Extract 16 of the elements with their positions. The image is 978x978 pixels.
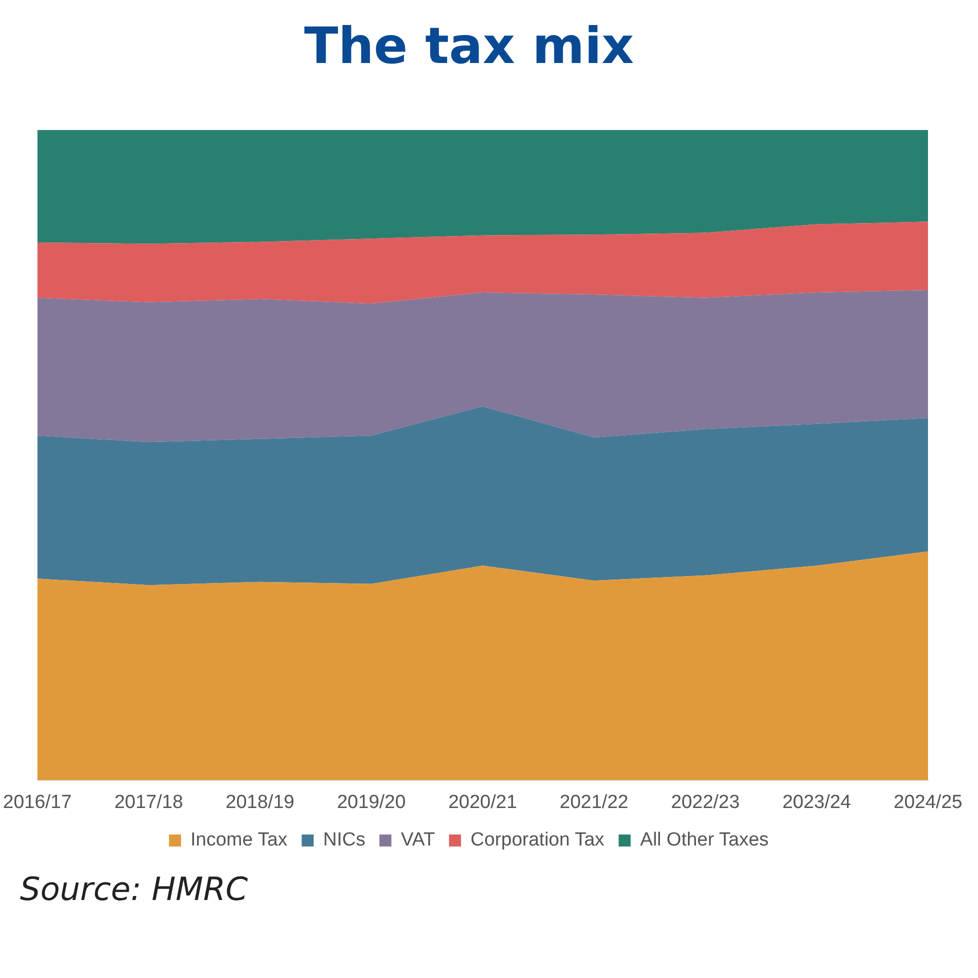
x-tick-label: 2019/20 xyxy=(336,792,406,813)
x-tick-label: 2018/19 xyxy=(226,792,294,813)
source-note: Source: HMRC xyxy=(19,869,249,910)
chart-title: The tax mix xyxy=(304,16,634,75)
legend-label: Income Tax xyxy=(190,830,288,851)
legend-label: NICs xyxy=(323,830,366,851)
legend-label: Corporation Tax xyxy=(470,830,605,851)
x-tick-label: 2022/23 xyxy=(670,792,740,813)
legend-label: All Other Taxes xyxy=(640,830,769,851)
x-tick-label: 2017/18 xyxy=(114,792,184,813)
x-tick-label: 2016/17 xyxy=(2,792,72,813)
x-tick-label: 2021/22 xyxy=(560,792,628,813)
x-tick-label: 2024/25 xyxy=(894,792,962,813)
x-tick-label: 2020/21 xyxy=(448,792,518,813)
x-tick-label: 2023/24 xyxy=(782,792,852,813)
legend-label: VAT xyxy=(400,830,436,851)
